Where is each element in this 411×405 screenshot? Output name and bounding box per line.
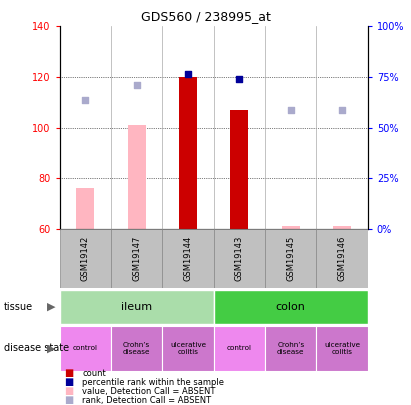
Bar <box>265 229 316 288</box>
Bar <box>214 326 265 371</box>
Bar <box>60 326 111 371</box>
Bar <box>282 226 300 229</box>
Bar <box>111 326 162 371</box>
Bar <box>179 77 197 229</box>
Text: ▶: ▶ <box>47 343 55 353</box>
Bar <box>60 229 111 288</box>
Text: GSM19143: GSM19143 <box>235 235 244 281</box>
Text: GSM19146: GSM19146 <box>338 235 346 281</box>
Text: GDS560 / 238995_at: GDS560 / 238995_at <box>141 10 270 23</box>
Point <box>287 107 294 113</box>
Text: GSM19142: GSM19142 <box>81 236 90 281</box>
Text: control: control <box>227 345 252 351</box>
Bar <box>231 110 248 229</box>
Point <box>236 76 242 83</box>
Point <box>82 96 89 103</box>
Bar <box>265 326 316 371</box>
Text: GSM19147: GSM19147 <box>132 235 141 281</box>
Text: rank, Detection Call = ABSENT: rank, Detection Call = ABSENT <box>82 396 211 405</box>
Text: value, Detection Call = ABSENT: value, Detection Call = ABSENT <box>82 387 216 396</box>
Text: ■: ■ <box>64 395 73 405</box>
Point <box>339 107 346 113</box>
Text: ■: ■ <box>64 386 73 396</box>
Text: Crohn’s
disease: Crohn’s disease <box>123 342 150 355</box>
Bar <box>316 229 368 288</box>
Text: ■: ■ <box>64 377 73 387</box>
Text: ileum: ileum <box>121 302 152 312</box>
Text: GSM19144: GSM19144 <box>184 236 192 281</box>
Text: Crohn’s
disease: Crohn’s disease <box>277 342 305 355</box>
Text: colon: colon <box>276 302 306 312</box>
Bar <box>76 188 94 229</box>
Text: ▶: ▶ <box>47 302 55 312</box>
Text: ulcerative
colitis: ulcerative colitis <box>324 342 360 355</box>
Text: percentile rank within the sample: percentile rank within the sample <box>82 378 224 387</box>
Text: tissue: tissue <box>4 302 33 312</box>
Text: ■: ■ <box>64 369 73 378</box>
Bar <box>214 229 265 288</box>
Bar <box>162 326 214 371</box>
Bar <box>333 226 351 229</box>
Bar <box>111 229 162 288</box>
Bar <box>162 229 214 288</box>
Point <box>133 81 140 88</box>
Text: GSM19145: GSM19145 <box>286 236 295 281</box>
Bar <box>128 125 145 229</box>
Point <box>185 71 192 78</box>
Text: ulcerative
colitis: ulcerative colitis <box>170 342 206 355</box>
Text: count: count <box>82 369 106 378</box>
Bar <box>60 290 214 324</box>
Bar <box>316 326 368 371</box>
Text: control: control <box>73 345 98 351</box>
Text: disease state: disease state <box>4 343 69 353</box>
Bar <box>214 290 368 324</box>
